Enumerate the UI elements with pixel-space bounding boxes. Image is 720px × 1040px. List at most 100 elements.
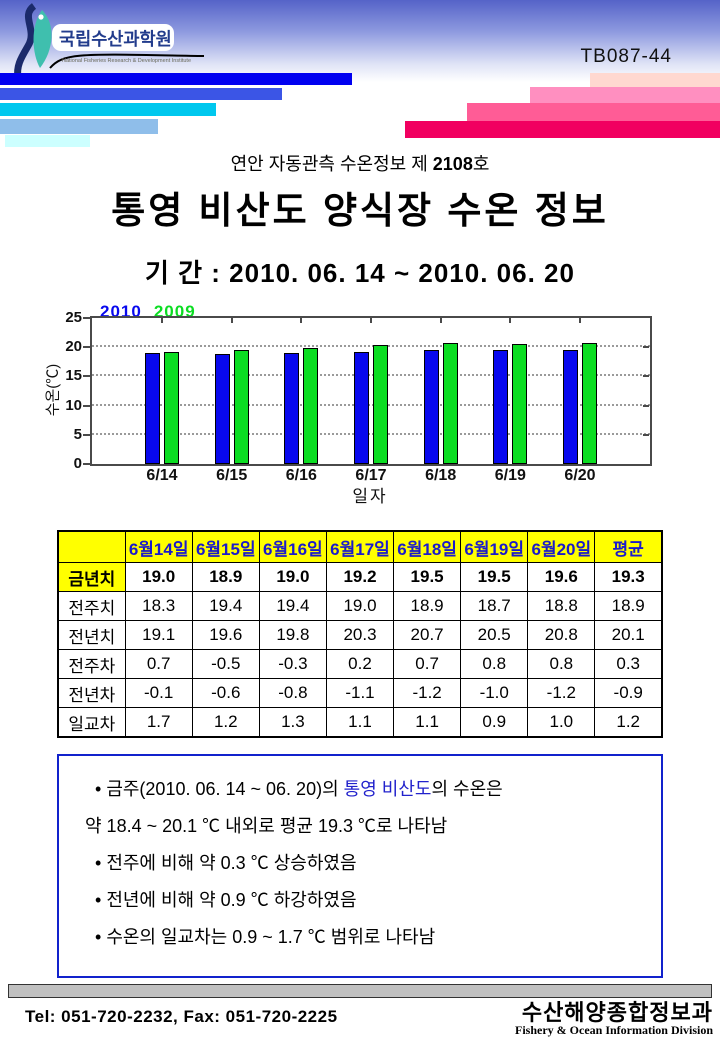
table-cell: -0.9 bbox=[594, 678, 663, 708]
table-header-cell: 6월20일 bbox=[527, 530, 596, 563]
table-header-cell: 6월15일 bbox=[191, 530, 260, 563]
logo-org-name-ko: 국립수산과학원 bbox=[59, 29, 172, 49]
table-cell: 0.8 bbox=[460, 649, 529, 679]
x-tick-label: 6/16 bbox=[285, 467, 317, 484]
table-cell: 19.6 bbox=[527, 562, 596, 592]
table-header-cell: 6월17일 bbox=[325, 530, 395, 563]
table-row: 전주차 0.7 -0.5 -0.3 0.2 0.7 0.8 0.8 0.3 bbox=[57, 649, 663, 679]
x-tick-label: 6/15 bbox=[216, 467, 248, 484]
logo-org-name-en: National Fisheries Research & Developmen… bbox=[62, 58, 191, 64]
table-cell: 19.0 bbox=[258, 562, 327, 592]
bar-2010-6/16 bbox=[284, 353, 300, 464]
bar-2010-6/19 bbox=[493, 350, 509, 464]
row-label: 전주치 bbox=[57, 591, 126, 621]
x-axis-title: 일자 bbox=[352, 487, 388, 506]
x-tick-label: 6/17 bbox=[355, 467, 387, 484]
top-tick bbox=[161, 318, 163, 323]
table-cell: 18.9 bbox=[191, 562, 260, 592]
table-cell: 1.2 bbox=[594, 707, 663, 738]
table-cell: 20.8 bbox=[527, 620, 596, 650]
nfrdi-fish-logo-icon: 국립수산과학원 National Fisheries Research & De… bbox=[14, 3, 205, 79]
table-cell: 18.9 bbox=[393, 591, 462, 621]
row-label: 전년치 bbox=[57, 620, 126, 650]
table-cell: 19.4 bbox=[191, 591, 260, 621]
division-name-ko: 수산해양종합정보과 bbox=[521, 1000, 713, 1025]
table-cell: 19.2 bbox=[325, 562, 395, 592]
y-tick-label: 10 bbox=[65, 396, 82, 414]
right-tick bbox=[643, 375, 649, 378]
table-cell: -0.1 bbox=[124, 678, 193, 708]
series-subtitle: 연안 자동관측 수온정보 제 2108호 bbox=[0, 150, 720, 176]
bar-2010-6/14 bbox=[145, 353, 160, 464]
table-cell: 1.3 bbox=[258, 707, 327, 738]
temperature-bar-chart bbox=[90, 316, 652, 466]
summary-text: 전년에 비해 약 0.9 ℃ 하강하였음 bbox=[106, 890, 357, 910]
x-tick-label: 6/14 bbox=[146, 467, 178, 484]
summary-line: • 수온의 일교차는 0.9 ~ 1.7 ℃ 범위로 나타남 bbox=[59, 919, 661, 956]
summary-text: 약 18.4 ~ 20.1 ℃ 내외로 평균 19.3 ℃로 나타남 bbox=[85, 816, 448, 836]
table-cell: 19.6 bbox=[191, 620, 260, 650]
bar-2010-6/20 bbox=[563, 349, 578, 464]
summary-text: 금주(2010. 06. 14 ~ 06. 20)의 bbox=[106, 779, 344, 799]
summary-text: 전주에 비해 약 0.3 ℃ 상승하였음 bbox=[106, 853, 357, 873]
table-cell: 19.4 bbox=[258, 591, 327, 621]
top-tick bbox=[300, 318, 303, 323]
table-cell: 20.5 bbox=[460, 620, 529, 650]
top-tick bbox=[579, 318, 581, 323]
y-tick-label: 20 bbox=[65, 338, 82, 356]
right-tick bbox=[643, 433, 649, 436]
bullet-icon: • bbox=[95, 927, 107, 947]
table-row: 전년차 -0.1 -0.6 -0.8 -1.1 -1.2 -1.0 -1.2 -0.9 bbox=[57, 678, 663, 708]
left-stair-bar bbox=[0, 103, 216, 116]
temperature-table: 6월14일 6월15일 6월16일 6월17일 6월18일 6월19일 6월20일 평균 금년… bbox=[57, 530, 663, 738]
row-label: 일교차 bbox=[57, 707, 126, 738]
bar-2009-6/17 bbox=[373, 345, 388, 464]
table-cell: 1.1 bbox=[325, 707, 395, 738]
table-cell: 1.0 bbox=[527, 707, 596, 738]
gridline-20 bbox=[92, 345, 650, 348]
division-name-en: Fishery & Ocean Information Division bbox=[515, 1023, 713, 1037]
y-tick bbox=[83, 375, 90, 378]
gridline-10 bbox=[92, 403, 650, 406]
table-cell: 20.7 bbox=[393, 620, 462, 650]
table-cell: 1.7 bbox=[124, 707, 193, 738]
table-cell: -0.8 bbox=[258, 678, 327, 708]
table-cell: 19.3 bbox=[594, 562, 663, 592]
table-cell: 18.7 bbox=[460, 591, 529, 621]
table-cell: -1.0 bbox=[460, 678, 529, 708]
summary-line: • 금주(2010. 06. 14 ~ 06. 20)의 통영 비산도의 수온은 bbox=[59, 771, 661, 808]
left-stair-bar bbox=[5, 135, 90, 147]
summary-box: • 금주(2010. 06. 14 ~ 06. 20)의 통영 비산도의 수온은… bbox=[57, 754, 663, 978]
y-tick bbox=[83, 317, 90, 319]
table-header-cell: 6월16일 bbox=[258, 530, 327, 563]
bar-2009-6/19 bbox=[512, 344, 528, 464]
doc-code: TB087-44 bbox=[580, 46, 672, 67]
top-tick bbox=[230, 318, 233, 323]
gridline-5 bbox=[92, 432, 650, 435]
table-cell: 0.2 bbox=[325, 649, 395, 679]
table-header-cell: 6월18일 bbox=[393, 530, 462, 563]
summary-line: • 전주에 비해 약 0.3 ℃ 상승하였음 bbox=[59, 845, 661, 882]
period-label: 기 간 : 2010. 06. 14 ~ 2010. 06. 20 bbox=[145, 258, 575, 288]
page-title: 통영 비산도 양식장 수온 정보 bbox=[111, 190, 609, 231]
table-cell: 20.3 bbox=[325, 620, 395, 650]
gridline-15 bbox=[92, 374, 650, 377]
footer-divider-bar bbox=[8, 984, 712, 998]
summary-line: 약 18.4 ~ 20.1 ℃ 내외로 평균 19.3 ℃로 나타남 bbox=[59, 808, 661, 845]
table-cell: -0.6 bbox=[191, 678, 260, 708]
table-row: 전주치 18.3 19.4 19.4 19.0 18.9 18.7 18.8 18.9 bbox=[57, 591, 663, 621]
table-cell: 0.7 bbox=[124, 649, 193, 679]
table-cell: -0.3 bbox=[258, 649, 327, 679]
table-cell: 18.9 bbox=[594, 591, 663, 621]
table-cell: 1.2 bbox=[191, 707, 260, 738]
series-suffix: 호 bbox=[472, 154, 490, 174]
x-tick-label: 6/18 bbox=[425, 467, 457, 484]
table-cell: 19.1 bbox=[124, 620, 193, 650]
top-tick bbox=[370, 318, 372, 323]
bar-2009-6/16 bbox=[303, 348, 319, 464]
x-tick-label: 6/19 bbox=[494, 467, 526, 484]
table-cell: 1.1 bbox=[393, 707, 462, 738]
bullet-icon: • bbox=[95, 890, 107, 910]
table-cell: 19.0 bbox=[325, 591, 395, 621]
